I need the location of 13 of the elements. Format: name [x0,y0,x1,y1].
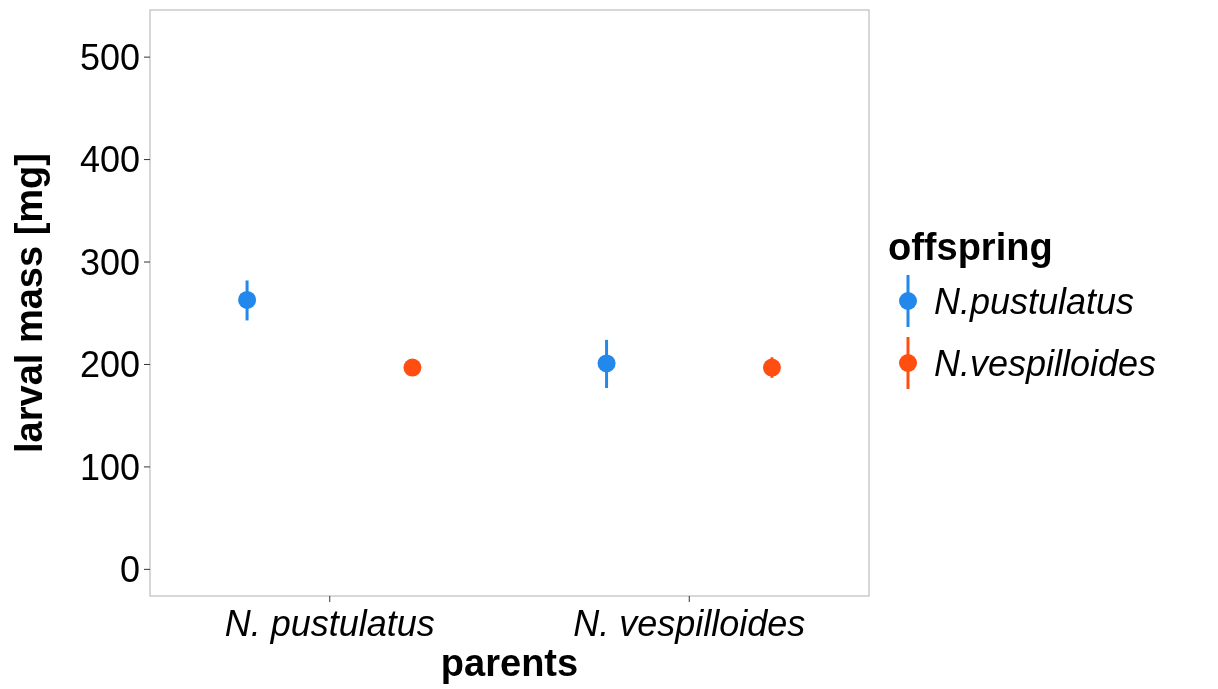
y-tick-label: 500 [79,36,140,78]
legend-label: N.pustulatus [934,280,1135,322]
y-axis-title: larval mass [mg] [8,153,50,453]
y-tick-label: 400 [79,139,140,181]
x-tick-label: N. vespilloides [573,603,806,644]
x-tick-label: N. pustulatus [224,603,435,644]
x-axis-title: parents [440,642,579,684]
legend-title: offspring [888,226,1053,268]
y-tick-label: 100 [79,446,140,488]
y-tick-label: 0 [119,548,140,590]
y-tick-label: 300 [79,241,140,283]
legend-label: N.vespilloides [934,342,1157,384]
y-tick-label: 200 [79,344,140,386]
